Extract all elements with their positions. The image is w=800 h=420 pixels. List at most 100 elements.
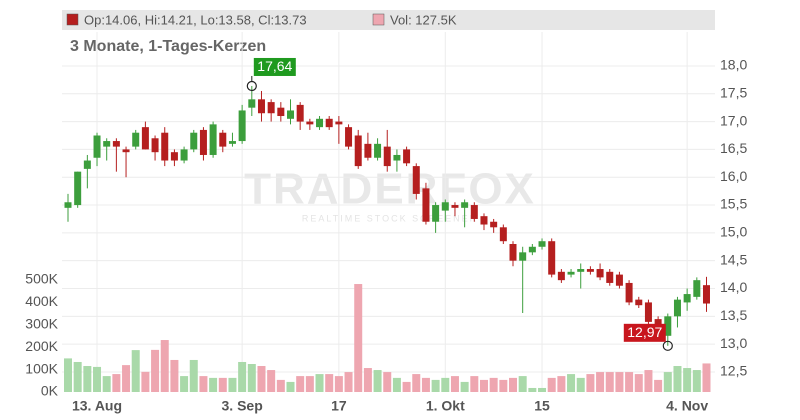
candle-body — [93, 135, 101, 158]
candle-body — [383, 146, 391, 167]
candle-body — [702, 285, 710, 304]
candle-body — [673, 299, 681, 317]
volume-bar — [267, 370, 276, 392]
volume-bar — [654, 379, 663, 392]
annotation-box — [253, 57, 296, 76]
volume-bar — [625, 372, 634, 392]
volume-bar — [160, 340, 169, 392]
volume-bar — [518, 376, 527, 392]
watermark: TRADERFOX — [244, 165, 536, 214]
candle-body — [199, 129, 207, 155]
candle-body — [335, 121, 343, 125]
candle-body — [112, 141, 120, 147]
volume-bar — [73, 361, 82, 392]
x-tick-label: 17 — [331, 398, 347, 414]
volume-bar — [431, 379, 440, 392]
volume-bar — [441, 377, 450, 392]
volume-bar — [692, 370, 701, 392]
volume-bar — [325, 374, 334, 392]
volume-bar — [634, 374, 643, 392]
y-tick-label: 15,5 — [720, 196, 747, 212]
candle-body — [412, 166, 420, 194]
volume-bar — [334, 376, 343, 392]
y2-tick-label: 300K — [25, 315, 58, 331]
volume-bar — [276, 379, 285, 392]
candle-body — [209, 124, 217, 155]
volume-bar — [615, 372, 624, 392]
candle-body — [364, 143, 372, 158]
volume-bar — [373, 370, 382, 392]
y-tick-label: 17,0 — [720, 112, 747, 128]
candle-body — [548, 241, 556, 275]
volume-bar — [344, 372, 353, 392]
candle-body — [190, 132, 198, 150]
volume-bar — [547, 377, 556, 392]
candle-body — [219, 132, 227, 147]
volume-bar — [557, 376, 566, 392]
volume-bar — [663, 372, 672, 392]
volume-bar — [257, 366, 266, 392]
ohlc-icon — [66, 13, 79, 26]
annotation-marker — [662, 340, 673, 351]
volume-bar — [247, 363, 256, 392]
volume-bar — [421, 377, 430, 392]
candle-body — [83, 160, 91, 169]
volume-bar — [383, 372, 392, 392]
candle-body — [606, 271, 614, 283]
candle-body — [519, 252, 527, 261]
candle-body — [267, 102, 275, 114]
candle-body — [635, 299, 643, 306]
volume-bar — [180, 376, 189, 392]
candle-body — [170, 152, 178, 161]
candle-body — [596, 269, 604, 278]
y-tick-label: 12,5 — [720, 363, 747, 379]
x-tick-label: 3. Sep — [222, 398, 263, 414]
candle-body — [441, 202, 449, 211]
volume-bar — [189, 359, 198, 392]
candle-body — [422, 188, 430, 222]
volume-bar — [170, 359, 179, 392]
candle-body — [480, 216, 488, 225]
header-bar — [62, 10, 715, 30]
candle-body — [625, 282, 633, 303]
candle-body — [161, 132, 169, 161]
candle-body — [490, 221, 498, 228]
candle-body — [257, 99, 265, 114]
candles — [64, 85, 710, 346]
x-tick-label: 1. Okt — [426, 398, 465, 414]
candle-body — [586, 269, 594, 272]
volume-bar — [296, 376, 305, 392]
candle-body — [228, 141, 236, 144]
candle-body — [103, 141, 111, 147]
volume-bar — [470, 376, 479, 392]
volume-icon — [372, 13, 385, 26]
candle-body — [509, 243, 517, 261]
volume-bar — [112, 374, 121, 392]
ohlc-text: Op:14.06, Hi:14.21, Lo:13.58, Cl:13.73 — [84, 12, 307, 27]
volume-bar — [286, 381, 295, 392]
labels: 12,5 13,0 13,5 14,0 14,5 15,0 15,5 16,0 16,5 17,0… — [25, 57, 747, 414]
volume-bar — [528, 387, 537, 392]
y-tick-label: 16,5 — [720, 140, 747, 156]
volume-bar — [644, 370, 653, 392]
volume-bar — [141, 371, 150, 392]
candle-body — [577, 269, 585, 272]
volume-bar — [596, 372, 605, 392]
volume-bar — [683, 368, 692, 392]
volume-bar — [199, 376, 208, 392]
x-tick-label: 13. Aug — [72, 398, 122, 414]
candle-body — [664, 316, 672, 336]
y2-tick-label: 0K — [41, 383, 59, 399]
candle-body — [345, 127, 353, 147]
volume-bar — [228, 377, 237, 392]
y2-tick-label: 100K — [25, 360, 58, 376]
candle-body — [683, 294, 691, 303]
candle-body — [567, 271, 575, 275]
candle-body — [451, 205, 459, 208]
volume-bar — [538, 387, 547, 392]
annotation-box — [623, 323, 666, 342]
volume-bar — [102, 376, 111, 392]
candle-body — [528, 246, 536, 253]
annotation-label: 12,97 — [627, 324, 662, 340]
